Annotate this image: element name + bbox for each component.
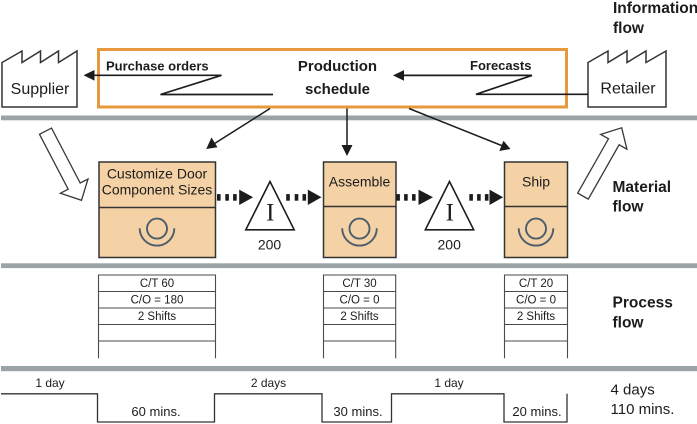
svg-text:C/T 30: C/T 30 bbox=[342, 278, 376, 290]
svg-text:1 day: 1 day bbox=[434, 376, 463, 390]
svg-text:C/T 60: C/T 60 bbox=[140, 278, 174, 290]
svg-text:Component Sizes: Component Sizes bbox=[102, 182, 213, 198]
svg-text:flow: flow bbox=[613, 20, 645, 37]
svg-text:2 Shifts: 2 Shifts bbox=[517, 311, 556, 323]
svg-text:Supplier: Supplier bbox=[11, 81, 70, 98]
svg-text:I: I bbox=[446, 199, 454, 226]
svg-text:4 days: 4 days bbox=[611, 382, 655, 399]
svg-text:Information: Information bbox=[613, 0, 697, 17]
svg-text:60 mins.: 60 mins. bbox=[131, 404, 180, 419]
svg-text:flow: flow bbox=[613, 315, 645, 332]
svg-text:2 Shifts: 2 Shifts bbox=[340, 311, 379, 323]
svg-text:Ship: Ship bbox=[522, 174, 550, 190]
svg-text:2 Shifts: 2 Shifts bbox=[138, 311, 177, 323]
svg-text:110 mins.: 110 mins. bbox=[611, 401, 675, 418]
svg-text:C/O = 0: C/O = 0 bbox=[516, 295, 556, 307]
svg-text:C/O = 0: C/O = 0 bbox=[340, 295, 380, 307]
svg-text:Purchase orders: Purchase orders bbox=[106, 59, 209, 74]
svg-text:Customize Door: Customize Door bbox=[107, 165, 208, 181]
svg-text:2 days: 2 days bbox=[251, 376, 286, 390]
svg-text:schedule: schedule bbox=[305, 81, 370, 98]
svg-text:I: I bbox=[266, 199, 274, 226]
svg-text:Retailer: Retailer bbox=[600, 81, 656, 98]
svg-text:20 mins.: 20 mins. bbox=[512, 404, 561, 419]
svg-text:C/O = 180: C/O = 180 bbox=[131, 295, 184, 307]
svg-text:C/T 20: C/T 20 bbox=[519, 278, 553, 290]
svg-text:200: 200 bbox=[258, 236, 282, 252]
svg-text:1 day: 1 day bbox=[35, 376, 64, 390]
svg-text:Assemble: Assemble bbox=[329, 174, 391, 190]
svg-text:Material: Material bbox=[613, 179, 672, 196]
svg-text:30 mins.: 30 mins. bbox=[333, 404, 382, 419]
svg-text:Forecasts: Forecasts bbox=[470, 58, 531, 73]
svg-text:Production: Production bbox=[298, 58, 377, 75]
svg-text:flow: flow bbox=[613, 199, 645, 216]
svg-text:200: 200 bbox=[438, 236, 462, 252]
svg-text:Process: Process bbox=[613, 294, 673, 311]
